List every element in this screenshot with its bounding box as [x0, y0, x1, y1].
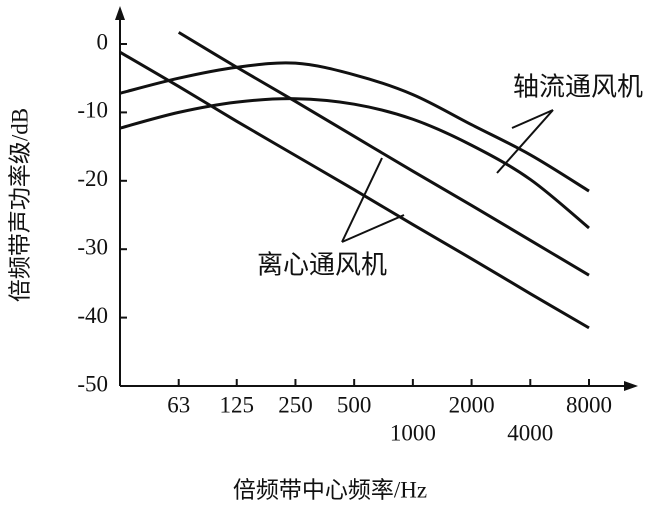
annotation: 轴流通风机	[513, 73, 643, 103]
x-axis-label: 倍频带中心频率/Hz	[233, 477, 427, 502]
line	[119, 61, 590, 193]
leader-line	[341, 157, 383, 243]
y-tick-label: 0	[97, 29, 109, 54]
x-tick-label: 4000	[507, 420, 553, 445]
x-tick-label: 8000	[566, 392, 612, 417]
x-tick-label: 1000	[390, 420, 436, 445]
line	[119, 97, 590, 230]
x-tick-label: 125	[219, 392, 254, 417]
y-axis-label: 倍频带声功率级/dB	[7, 108, 32, 302]
annotation: 离心通风机	[257, 251, 387, 281]
x-tick-label: 2000	[449, 392, 495, 417]
y-tick-label: -20	[77, 166, 108, 191]
line	[177, 31, 590, 277]
y-tick-label: -10	[77, 98, 108, 123]
y-arrow	[115, 6, 125, 20]
x-tick-label: 500	[337, 392, 372, 417]
y-tick-label: -40	[77, 303, 108, 328]
y-tick-label: -50	[77, 371, 108, 396]
x-tick-label: 63	[167, 392, 190, 417]
x-tick-label: 250	[278, 392, 313, 417]
x-arrow	[624, 381, 638, 391]
y-tick-label: -30	[77, 234, 108, 259]
leader-line	[341, 214, 405, 243]
leader-line	[511, 109, 554, 129]
line	[119, 50, 590, 330]
